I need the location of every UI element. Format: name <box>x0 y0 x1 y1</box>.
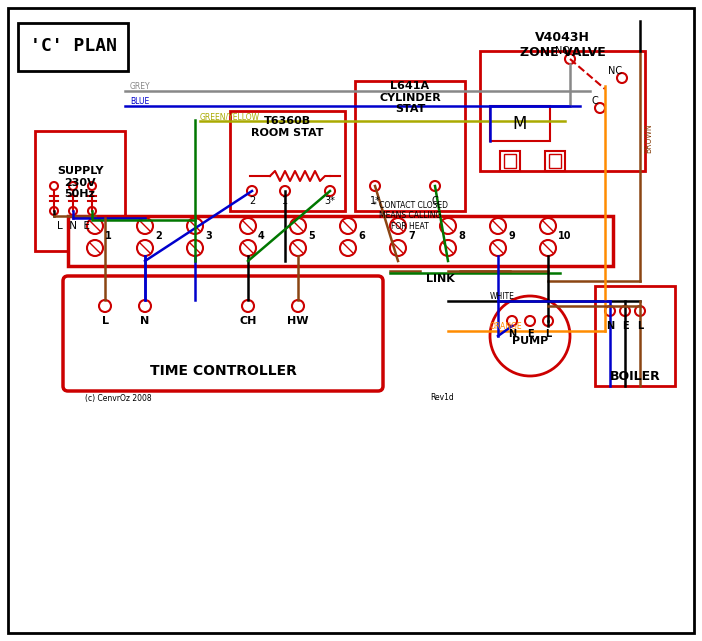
Text: NC: NC <box>608 66 622 76</box>
Text: L: L <box>545 329 551 339</box>
Text: N: N <box>508 329 516 339</box>
Text: BROWN: BROWN <box>644 123 653 153</box>
Text: 1*: 1* <box>369 196 380 206</box>
FancyBboxPatch shape <box>63 276 383 391</box>
Text: * CONTACT CLOSED
MEANS CALLING
FOR HEAT: * CONTACT CLOSED MEANS CALLING FOR HEAT <box>373 201 447 231</box>
FancyBboxPatch shape <box>549 154 561 168</box>
FancyBboxPatch shape <box>35 131 125 251</box>
Text: M: M <box>513 115 527 133</box>
Text: L: L <box>102 316 109 326</box>
FancyBboxPatch shape <box>500 151 520 171</box>
Text: L  N  E: L N E <box>56 221 89 231</box>
Text: V4043H
ZONE VALVE: V4043H ZONE VALVE <box>519 31 605 59</box>
Text: 9: 9 <box>508 231 515 241</box>
Text: 1: 1 <box>105 231 112 241</box>
FancyBboxPatch shape <box>355 81 465 211</box>
Text: LINK: LINK <box>425 274 454 284</box>
Text: C: C <box>432 196 438 206</box>
Text: 10: 10 <box>558 231 571 241</box>
Text: WHITE: WHITE <box>490 292 515 301</box>
Text: N: N <box>140 316 150 326</box>
FancyBboxPatch shape <box>595 286 675 386</box>
Text: GREY: GREY <box>130 82 151 91</box>
Text: 3: 3 <box>205 231 212 241</box>
Text: BOILER: BOILER <box>609 369 661 383</box>
Text: 2: 2 <box>249 196 255 206</box>
Text: 'C' PLAN: 'C' PLAN <box>29 37 117 55</box>
FancyBboxPatch shape <box>230 111 345 211</box>
Text: L641A
CYLINDER
STAT: L641A CYLINDER STAT <box>379 81 441 114</box>
Text: 4: 4 <box>258 231 265 241</box>
Text: 3*: 3* <box>324 196 336 206</box>
FancyBboxPatch shape <box>480 51 645 171</box>
Text: TIME CONTROLLER: TIME CONTROLLER <box>150 364 296 378</box>
Text: 1: 1 <box>282 196 288 206</box>
Text: E: E <box>526 329 534 339</box>
Text: SUPPLY
230V
50Hz: SUPPLY 230V 50Hz <box>57 166 103 199</box>
FancyBboxPatch shape <box>8 8 694 633</box>
Text: BLUE: BLUE <box>130 97 150 106</box>
Text: GREEN/YELLOW: GREEN/YELLOW <box>200 112 260 121</box>
FancyBboxPatch shape <box>545 151 565 171</box>
FancyBboxPatch shape <box>490 106 550 141</box>
Text: ORANGE: ORANGE <box>490 322 522 331</box>
Text: E: E <box>622 321 628 331</box>
Text: CH: CH <box>239 316 257 326</box>
FancyBboxPatch shape <box>68 216 613 266</box>
Text: HW: HW <box>287 316 309 326</box>
Text: 2: 2 <box>155 231 161 241</box>
Text: L: L <box>637 321 643 331</box>
Text: NO: NO <box>555 46 569 56</box>
Text: 8: 8 <box>458 231 465 241</box>
Text: 5: 5 <box>308 231 314 241</box>
FancyBboxPatch shape <box>18 23 128 71</box>
FancyBboxPatch shape <box>504 154 516 168</box>
Text: 6: 6 <box>358 231 365 241</box>
Text: PUMP: PUMP <box>512 336 548 346</box>
Text: N: N <box>606 321 614 331</box>
Text: (c) CenvrOz 2008: (c) CenvrOz 2008 <box>85 394 152 403</box>
Text: Rev1d: Rev1d <box>430 394 453 403</box>
Text: T6360B
ROOM STAT: T6360B ROOM STAT <box>251 116 324 138</box>
Text: 7: 7 <box>408 231 415 241</box>
Text: C: C <box>592 96 598 106</box>
